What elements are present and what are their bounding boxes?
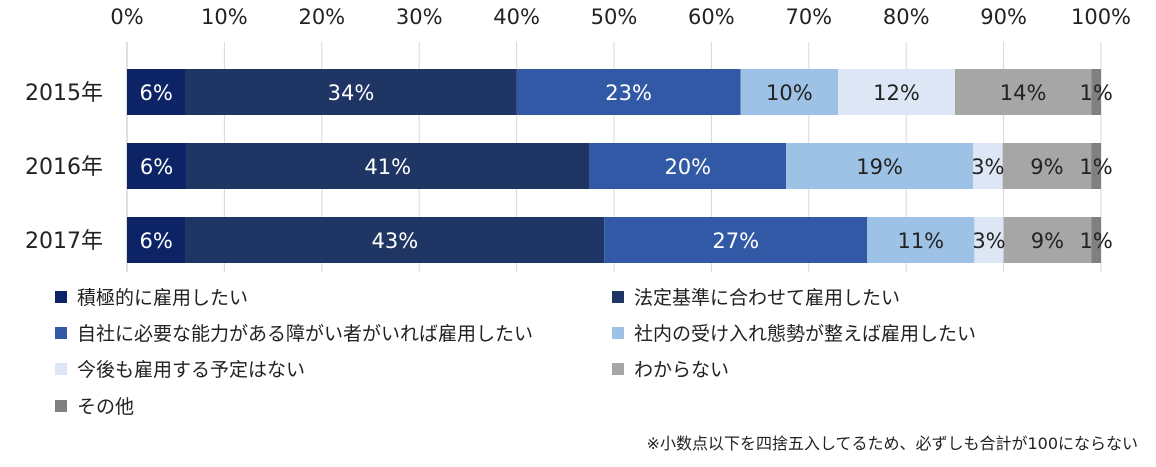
category-label: 2017年 [25, 229, 103, 254]
bar-segment [185, 217, 605, 263]
data-label: 1% [1079, 81, 1112, 105]
legend-swatch [55, 362, 67, 375]
data-label: 34% [328, 81, 375, 105]
bar-segment [604, 217, 868, 263]
data-label: 23% [605, 81, 652, 105]
data-label: 9% [1030, 155, 1063, 179]
x-tick-label: 50% [591, 5, 638, 29]
legend-item: 自社に必要な能力がある障がい者がいれば雇用したい [55, 319, 533, 346]
category-label: 2015年 [25, 81, 103, 106]
data-label: 9% [1031, 229, 1064, 253]
data-label: 19% [856, 155, 903, 179]
legend-swatch [55, 290, 67, 303]
data-label: 6% [140, 155, 173, 179]
legend-label: 自社に必要な能力がある障がい者がいれば雇用したい [77, 323, 534, 345]
x-tick-label: 60% [688, 5, 735, 29]
legend-label: 今後も雇用する予定はない [77, 359, 306, 381]
data-labels: 6% 34% 23% 10% 12% 14% 1% 6% 41% 20% 19% 3% 9% 1% 6% 43… [140, 81, 1113, 253]
bar-segment [1091, 143, 1101, 189]
legend-swatch [55, 399, 67, 412]
category-label: 2016年 [25, 155, 103, 180]
data-label: 12% [873, 81, 920, 105]
bar-segment [838, 69, 955, 115]
data-label: 6% [140, 229, 173, 253]
data-label: 10% [766, 81, 813, 105]
data-label: 43% [372, 229, 419, 253]
bar-segment [974, 217, 1004, 263]
bar-segment [127, 69, 186, 115]
bar-segment [589, 143, 787, 189]
x-tick-label: 0% [110, 5, 143, 29]
x-tick-label: 90% [980, 5, 1027, 29]
bar-segment [1091, 69, 1101, 115]
bar-segment [954, 69, 1092, 115]
x-tick-label: 30% [396, 5, 443, 29]
data-label: 6% [140, 81, 173, 105]
x-tick-label: 40% [493, 5, 540, 29]
bar-segment [1091, 217, 1101, 263]
legend-item: 社内の受け入れ態勢が整えば雇用したい [612, 319, 976, 346]
bar-segment [186, 143, 590, 189]
category-labels: 2015年 2016年 2017年 [25, 81, 103, 254]
legend-swatch [612, 290, 624, 303]
x-tick-label: 100% [1071, 5, 1131, 29]
data-label: 3% [971, 155, 1004, 179]
bar-segment [740, 69, 839, 115]
bar-segment [185, 69, 517, 115]
legend-label: その他 [77, 396, 135, 418]
bar-segment [127, 143, 187, 189]
data-label: 1% [1079, 155, 1112, 179]
data-label: 3% [972, 229, 1005, 253]
legend-swatch [612, 362, 624, 375]
data-label: 1% [1079, 229, 1112, 253]
stacked-bar-chart: 0% 10% 20% 30% 40% 50% 60% 70% 80% 90% 100% 2015年2… [25, 5, 1131, 272]
legend-label: 社内の受け入れ態勢が整えば雇用したい [634, 323, 977, 345]
legend-item: 今後も雇用する予定はない [55, 355, 305, 382]
bar-segment [1003, 217, 1092, 263]
bar-segment [973, 143, 1003, 189]
legend-item: わからない [612, 355, 729, 382]
legend-label: わからない [634, 359, 730, 381]
x-tick-label: 20% [298, 5, 345, 29]
bar-segment [127, 217, 186, 263]
x-tick-label: 70% [785, 5, 832, 29]
footnote: ※小数点以下を四捨五入してるため、必ずしも合計が100にならない [646, 434, 1138, 453]
legend-item: その他 [55, 392, 134, 419]
data-label: 14% [1000, 81, 1047, 105]
bar-segment [1002, 143, 1092, 189]
bar-segment [516, 69, 741, 115]
data-label: 41% [364, 155, 411, 179]
x-tick-label: 80% [883, 5, 930, 29]
legend-swatch [55, 326, 67, 339]
data-label: 20% [664, 155, 711, 179]
bars [127, 69, 1101, 263]
bar-segment [786, 143, 974, 189]
data-label: 11% [897, 229, 944, 253]
x-tick-label: 10% [201, 5, 248, 29]
x-axis-tick-labels: 0% 10% 20% 30% 40% 50% 60% 70% 80% 90% 100% [110, 5, 1131, 29]
bar-segment [867, 217, 975, 263]
data-label: 27% [712, 229, 759, 253]
legend-swatch [612, 326, 624, 339]
